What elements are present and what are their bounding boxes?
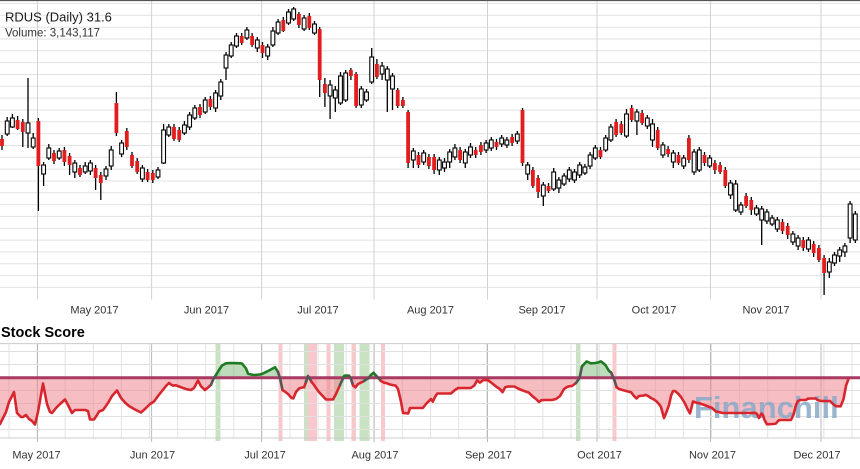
svg-text:Dec 2017: Dec 2017 (793, 450, 840, 462)
svg-text:Oct 2017: Oct 2017 (632, 305, 677, 317)
svg-text:Volume: 3,143,117: Volume: 3,143,117 (5, 28, 100, 40)
svg-text:May 2017: May 2017 (12, 450, 60, 462)
svg-text:Sep 2017: Sep 2017 (518, 305, 565, 317)
svg-text:Aug 2017: Aug 2017 (407, 305, 454, 317)
svg-text:Nov 2017: Nov 2017 (742, 305, 789, 317)
svg-text:Oct 2017: Oct 2017 (577, 450, 622, 462)
svg-text:Stock Score: Stock Score (1, 325, 85, 341)
svg-text:Nov 2017: Nov 2017 (689, 450, 736, 462)
svg-text:Financhill: Financhill (694, 390, 839, 425)
svg-text:Jun 2017: Jun 2017 (130, 450, 175, 462)
svg-text:Jun 2017: Jun 2017 (184, 305, 229, 317)
svg-text:Jul 2017: Jul 2017 (297, 305, 339, 317)
svg-text:May 2017: May 2017 (70, 305, 118, 317)
svg-text:Sep 2017: Sep 2017 (465, 450, 512, 462)
svg-text:Jul 2017: Jul 2017 (244, 450, 286, 462)
svg-text:RDUS (Daily) 31.6: RDUS (Daily) 31.6 (5, 10, 112, 25)
svg-text:Aug 2017: Aug 2017 (351, 450, 398, 462)
